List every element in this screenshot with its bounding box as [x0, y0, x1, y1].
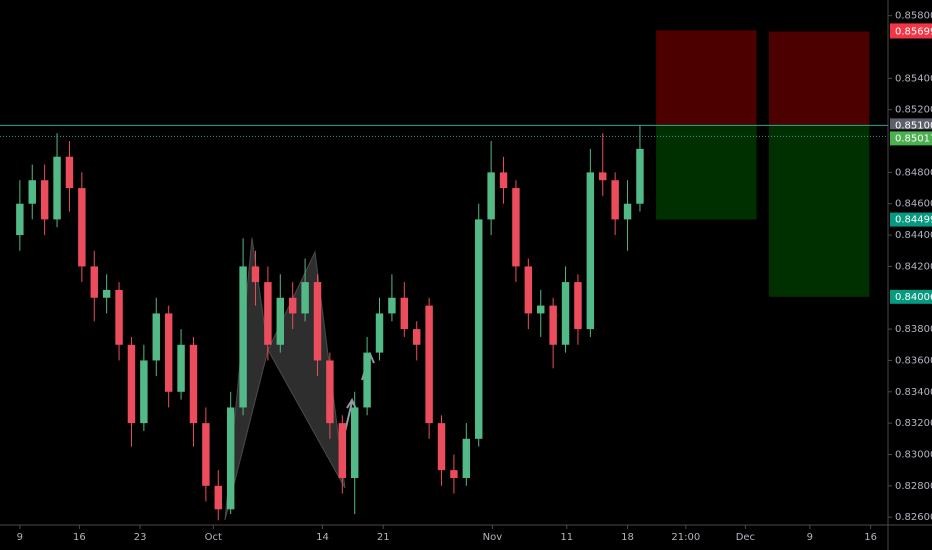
candle-body — [127, 344, 136, 424]
candle-body — [375, 313, 384, 353]
candle-body — [140, 360, 148, 424]
candle-body — [450, 470, 458, 478]
candle-body — [561, 282, 570, 345]
price-label: 0.85699 — [895, 27, 932, 38]
price-label-bg — [890, 24, 932, 39]
candle-body — [574, 282, 582, 330]
candle-body — [475, 219, 483, 439]
candle-body — [549, 305, 557, 345]
candle-body — [586, 172, 595, 330]
candle-body — [425, 305, 433, 424]
price-label-bg — [890, 212, 932, 227]
plot — [0, 30, 888, 521]
candle-body — [264, 282, 272, 345]
candle-body — [512, 188, 520, 267]
x-tick-label: 11 — [560, 532, 573, 543]
candle-body — [412, 329, 421, 345]
price-label-bg — [890, 289, 932, 304]
y-tick-label: 0.82600 — [895, 512, 932, 523]
candle-body — [189, 344, 198, 424]
price-label-bg — [890, 131, 932, 146]
candle-body — [152, 313, 160, 361]
candle-body — [65, 156, 74, 189]
candle-body — [599, 172, 607, 181]
candle-body — [326, 360, 334, 424]
x-tick-label: 9 — [807, 532, 813, 543]
stop-zone — [768, 31, 870, 126]
candle-body — [611, 180, 619, 220]
x-tick-label: 23 — [134, 532, 147, 543]
candle-body — [177, 344, 185, 392]
x-tick-label: 16 — [864, 532, 877, 543]
candle-body — [437, 423, 446, 471]
price-label-bg — [890, 118, 932, 133]
candle-body — [301, 282, 309, 314]
candle-body — [53, 156, 61, 220]
x-tick-label: Nov — [483, 532, 503, 543]
candle-body — [40, 180, 49, 220]
x-tick-label: 18 — [621, 532, 634, 543]
candle-body — [28, 180, 36, 204]
candle-body — [363, 352, 371, 408]
candle-body — [102, 289, 111, 298]
candle-body — [276, 297, 285, 345]
candle-body — [226, 407, 235, 510]
x-tick-label: Dec — [736, 532, 755, 543]
x-tick-label: Oct — [205, 532, 222, 543]
candle-body — [338, 423, 347, 478]
candle-body — [288, 297, 297, 314]
candle-body — [90, 266, 98, 298]
candle-body — [16, 203, 24, 236]
candle-body — [78, 188, 86, 267]
price-label: 0.84499 — [895, 215, 932, 226]
candle-body — [239, 266, 247, 408]
candle-body — [636, 148, 644, 204]
candle-body — [115, 289, 123, 345]
candle-body — [202, 423, 210, 486]
candle-body — [400, 297, 409, 330]
candle-body — [537, 305, 545, 314]
candle-body — [313, 282, 322, 361]
candle-body — [487, 172, 495, 220]
x-tick-label: 9 — [17, 532, 23, 543]
x-tick-label: 21:00 — [671, 532, 700, 543]
candle-body — [462, 438, 471, 478]
candle-body — [251, 266, 260, 283]
candle-body — [524, 266, 533, 314]
candle-body — [214, 485, 222, 510]
target-zone — [768, 125, 870, 297]
candle-body — [350, 407, 359, 478]
candle-body — [164, 313, 173, 392]
x-tick-label: 16 — [73, 532, 86, 543]
x-tick-label: 14 — [316, 532, 329, 543]
x-tick-label: 21 — [377, 532, 390, 543]
price-label: 0.85017 — [895, 133, 932, 144]
price-label: 0.84006 — [895, 292, 932, 303]
candle-body — [623, 203, 632, 220]
stop-zone — [656, 30, 757, 126]
target-zone — [656, 125, 757, 220]
candle-body — [499, 172, 508, 189]
candle-body — [388, 297, 396, 314]
